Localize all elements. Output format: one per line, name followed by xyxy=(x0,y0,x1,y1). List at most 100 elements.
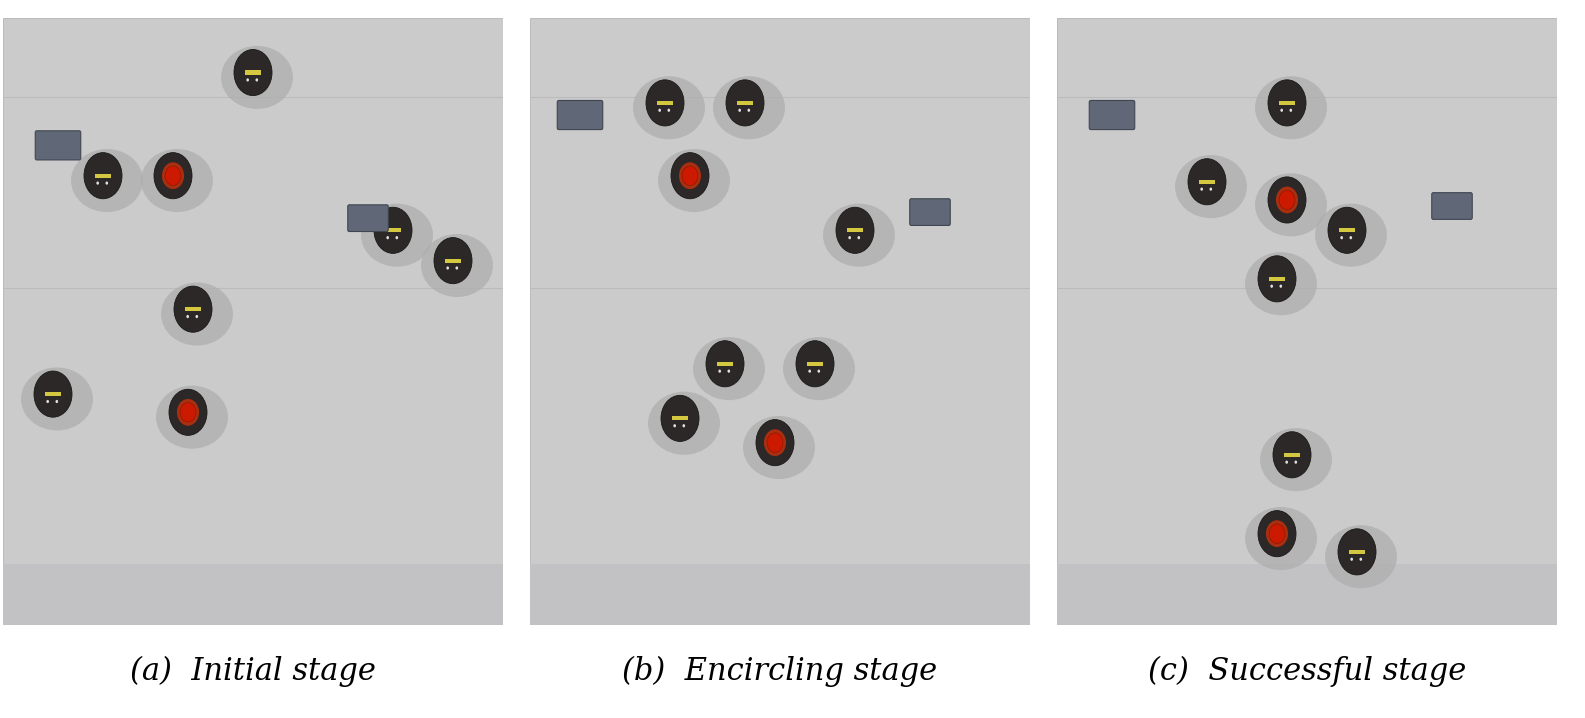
Circle shape xyxy=(683,424,685,427)
Circle shape xyxy=(1279,284,1282,288)
Circle shape xyxy=(33,371,71,417)
Circle shape xyxy=(808,370,812,373)
Circle shape xyxy=(1295,460,1297,464)
Circle shape xyxy=(764,429,786,456)
Circle shape xyxy=(97,182,98,185)
Circle shape xyxy=(1273,432,1311,478)
Circle shape xyxy=(1266,521,1289,547)
Circle shape xyxy=(718,370,721,373)
Ellipse shape xyxy=(1325,525,1396,588)
Circle shape xyxy=(1258,510,1297,556)
Ellipse shape xyxy=(743,416,815,479)
FancyBboxPatch shape xyxy=(910,199,951,225)
Circle shape xyxy=(455,266,458,270)
Circle shape xyxy=(674,424,677,427)
Circle shape xyxy=(434,238,472,284)
Bar xyxy=(385,228,401,233)
Ellipse shape xyxy=(632,76,705,139)
Circle shape xyxy=(1279,190,1295,210)
Ellipse shape xyxy=(162,282,233,345)
Circle shape xyxy=(246,78,249,82)
Circle shape xyxy=(670,153,708,199)
Circle shape xyxy=(818,370,819,373)
Circle shape xyxy=(767,433,783,452)
Ellipse shape xyxy=(1260,428,1331,491)
Bar xyxy=(1339,228,1355,233)
Circle shape xyxy=(667,108,670,112)
Ellipse shape xyxy=(1244,507,1317,570)
Circle shape xyxy=(154,153,192,199)
Bar xyxy=(1057,564,1556,625)
Circle shape xyxy=(848,236,851,239)
Ellipse shape xyxy=(658,149,731,212)
Bar xyxy=(246,70,260,75)
Bar xyxy=(737,101,753,105)
Bar xyxy=(1349,550,1365,554)
Circle shape xyxy=(84,153,122,199)
Circle shape xyxy=(255,78,258,82)
Circle shape xyxy=(1350,558,1354,561)
Circle shape xyxy=(796,341,834,387)
Circle shape xyxy=(739,108,742,112)
Circle shape xyxy=(1341,236,1342,239)
Ellipse shape xyxy=(220,46,293,109)
Text: (c)  Successful stage: (c) Successful stage xyxy=(1148,656,1466,687)
Circle shape xyxy=(235,50,273,95)
Circle shape xyxy=(857,236,861,239)
Circle shape xyxy=(1268,177,1306,223)
Ellipse shape xyxy=(422,234,493,297)
Text: (a)  Initial stage: (a) Initial stage xyxy=(130,656,376,687)
Circle shape xyxy=(55,400,59,403)
Ellipse shape xyxy=(155,386,228,449)
Ellipse shape xyxy=(713,76,785,139)
Ellipse shape xyxy=(1255,173,1327,236)
FancyBboxPatch shape xyxy=(558,101,602,129)
Bar xyxy=(445,258,461,263)
Circle shape xyxy=(46,400,49,403)
FancyBboxPatch shape xyxy=(35,131,81,160)
Bar xyxy=(3,564,502,625)
Ellipse shape xyxy=(1174,155,1247,218)
Bar xyxy=(1279,101,1295,105)
Circle shape xyxy=(1349,236,1352,239)
Circle shape xyxy=(181,403,197,422)
FancyBboxPatch shape xyxy=(1089,101,1135,129)
Bar xyxy=(672,416,688,421)
Bar xyxy=(807,362,823,366)
Circle shape xyxy=(1285,460,1289,464)
Circle shape xyxy=(387,236,388,239)
Ellipse shape xyxy=(71,149,143,212)
Bar xyxy=(185,307,201,311)
Bar xyxy=(658,101,672,105)
Circle shape xyxy=(835,208,873,253)
Circle shape xyxy=(187,315,189,318)
Bar xyxy=(1284,453,1300,457)
Ellipse shape xyxy=(823,204,896,266)
Ellipse shape xyxy=(361,204,433,266)
Circle shape xyxy=(106,182,108,185)
Circle shape xyxy=(1328,208,1366,253)
Bar xyxy=(529,564,1030,625)
FancyBboxPatch shape xyxy=(1431,192,1472,220)
Bar xyxy=(1270,276,1284,281)
Circle shape xyxy=(748,108,750,112)
Circle shape xyxy=(1258,256,1297,302)
Ellipse shape xyxy=(1255,76,1327,139)
Circle shape xyxy=(174,286,212,332)
Circle shape xyxy=(756,419,794,466)
Circle shape xyxy=(705,341,743,387)
Text: (b)  Encircling stage: (b) Encircling stage xyxy=(623,656,938,687)
Ellipse shape xyxy=(1244,252,1317,315)
Circle shape xyxy=(1200,187,1203,191)
Circle shape xyxy=(170,389,208,435)
Circle shape xyxy=(1290,108,1292,112)
Ellipse shape xyxy=(141,149,212,212)
Bar xyxy=(718,362,732,366)
Ellipse shape xyxy=(693,337,766,400)
Circle shape xyxy=(661,396,699,442)
Circle shape xyxy=(1270,524,1285,544)
Bar xyxy=(848,228,862,233)
Circle shape xyxy=(195,315,198,318)
Circle shape xyxy=(1276,187,1298,213)
Circle shape xyxy=(1268,80,1306,126)
